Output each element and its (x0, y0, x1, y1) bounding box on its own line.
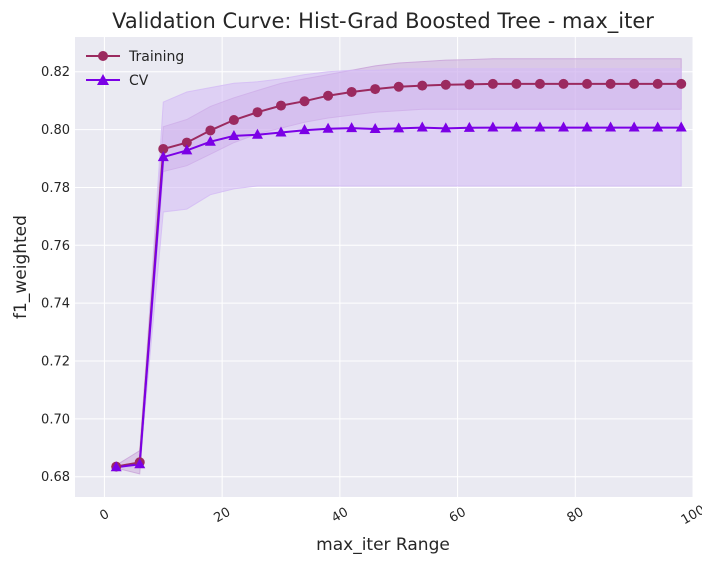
point-training (582, 78, 593, 89)
point-training (629, 78, 640, 89)
point-cv (299, 124, 311, 135)
point-training (487, 78, 498, 89)
point-training (534, 78, 545, 89)
point-training (299, 96, 310, 107)
point-training (276, 100, 286, 111)
point-cv (251, 128, 263, 139)
point-cv (346, 122, 358, 133)
point-training (440, 79, 451, 90)
point-training (323, 90, 334, 101)
point-cv (605, 121, 617, 132)
point-cv (628, 121, 640, 132)
point-cv (134, 458, 146, 469)
y-tick-label: 0.80 (41, 123, 70, 138)
point-training (464, 79, 475, 90)
y-tick-labels: 0.68 0.70 0.72 0.74 0.76 0.78 0.80 0.82 (41, 65, 70, 485)
x-axis-title: max_iter Range (316, 535, 450, 555)
point-cv (487, 121, 499, 132)
point-cv (393, 122, 405, 133)
y-tick-label: 0.74 (41, 297, 70, 312)
point-training (370, 84, 381, 95)
legend-label-training: Training (128, 49, 184, 65)
y-tick-label: 0.78 (41, 181, 70, 196)
point-training (393, 81, 404, 92)
point-cv (581, 121, 593, 132)
point-training (181, 137, 192, 148)
x-tick-label: 60 (447, 505, 469, 526)
point-cv (534, 121, 546, 132)
y-tick-label: 0.72 (41, 355, 70, 370)
x-tick-labels: 0 20 40 60 80 100 (97, 503, 702, 528)
point-cv (440, 122, 452, 133)
legend: Training CV (86, 49, 184, 89)
point-cv (181, 144, 193, 155)
point-training (558, 78, 569, 89)
legend-marker-training (98, 51, 108, 61)
x-tick-label: 80 (565, 505, 587, 526)
point-cv (228, 129, 240, 140)
y-axis-title: f1_weighted (11, 215, 31, 319)
point-training (346, 86, 357, 97)
point-cv (463, 121, 475, 132)
chart-title: Validation Curve: Hist-Grad Boosted Tree… (112, 9, 654, 34)
y-tick-label: 0.82 (41, 65, 70, 80)
point-cv (204, 135, 216, 146)
confidence-bands (115, 58, 682, 475)
point-cv (157, 151, 169, 162)
y-tick-label: 0.68 (41, 470, 70, 485)
legend-marker-cv (97, 74, 109, 85)
point-training (676, 78, 687, 89)
x-tick-label: 20 (211, 505, 233, 526)
y-tick-label: 0.76 (41, 239, 70, 254)
point-training (252, 107, 263, 118)
point-training (652, 78, 663, 89)
point-cv (558, 121, 570, 132)
x-tick-label: 40 (329, 505, 351, 526)
point-training (417, 80, 428, 91)
point-training (605, 78, 616, 89)
point-training (205, 125, 216, 136)
point-cv (675, 121, 687, 132)
point-cv (510, 121, 522, 132)
point-training (228, 115, 239, 126)
series-markers (110, 78, 687, 472)
point-cv (110, 461, 122, 472)
point-cv (322, 122, 334, 133)
point-cv (369, 123, 381, 133)
point-cv (275, 126, 287, 137)
point-cv (416, 121, 428, 132)
point-training (511, 78, 522, 89)
point-training (158, 143, 169, 154)
y-tick-label: 0.70 (41, 412, 70, 427)
band-cv (115, 68, 682, 469)
legend-label-cv: CV (129, 73, 149, 89)
point-cv (652, 121, 664, 132)
